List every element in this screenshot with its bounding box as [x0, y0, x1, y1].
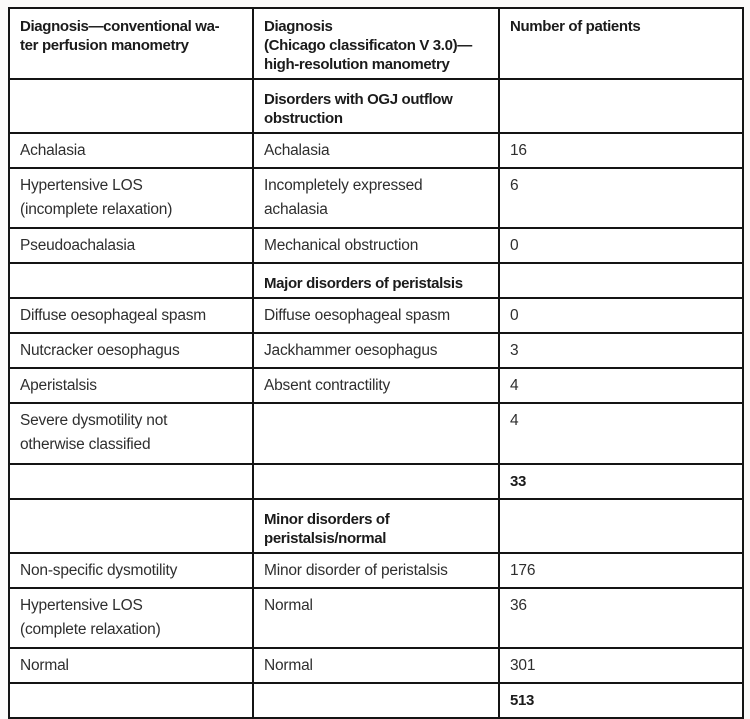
cell-conventional-diagnosis: Achalasia — [8, 132, 254, 169]
subtotal-row-major: 33 — [8, 463, 744, 500]
cell-hrm-diagnosis — [252, 402, 500, 465]
table-row-aperistalsis: Aperistalsis Absent contractility 4 — [8, 367, 744, 404]
cell-patient-count — [498, 262, 744, 299]
cell-hrm-diagnosis: Mechanical obstruction — [252, 227, 500, 264]
table-row-non-specific-dysmotility: Non-specific dysmotility Minor disorder … — [8, 552, 744, 589]
section-row-major-disorders: Major disorders of peristalsis — [8, 262, 744, 299]
cell-conventional-diagnosis: Hypertensive LOS (complete relaxation) — [8, 587, 254, 649]
table-row-normal: Normal Normal 301 — [8, 647, 744, 684]
cell-hrm-diagnosis: Achalasia — [252, 132, 500, 169]
column-header-high-resolution-manometry: Diagnosis (Chicago classificaton V 3.0)—… — [252, 7, 500, 80]
cell-hrm-diagnosis: Normal — [252, 647, 500, 684]
cell-hrm-diagnosis: Minor disorder of peristalsis — [252, 552, 500, 589]
cell-hrm-diagnosis: Normal — [252, 587, 500, 649]
cell-conventional-diagnosis: Hypertensive LOS (incomplete relaxation) — [8, 167, 254, 229]
cell-patient-count: 6 — [498, 167, 744, 229]
table-row-severe-dysmotility: Severe dysmotility not otherwise classif… — [8, 402, 744, 465]
cell-conventional-diagnosis — [8, 463, 254, 500]
cell-patient-count: 16 — [498, 132, 744, 169]
cell-conventional-diagnosis: Diffuse oesophageal spasm — [8, 297, 254, 334]
column-header-number-of-patients: Number of patients — [498, 7, 744, 80]
section-row-ogj-outflow-obstruction: Disorders with OGJ outflow obstruction — [8, 78, 744, 134]
cell-patient-count: 3 — [498, 332, 744, 369]
cell-conventional-diagnosis — [8, 262, 254, 299]
cell-patient-count: 36 — [498, 587, 744, 649]
manometry-diagnosis-table-container: Diagnosis—conventional wa- ter perfusion… — [8, 7, 744, 719]
table-row-hypertensive-los-incomplete: Hypertensive LOS (incomplete relaxation)… — [8, 167, 744, 229]
cell-hrm-diagnosis: Absent contractility — [252, 367, 500, 404]
section-header-label: Minor disorders of peristalsis/normal — [252, 498, 500, 554]
cell-patient-count: 4 — [498, 402, 744, 465]
section-row-minor-disorders: Minor disorders of peristalsis/normal — [8, 498, 744, 554]
cell-patient-count: 301 — [498, 647, 744, 684]
cell-conventional-diagnosis — [8, 498, 254, 554]
cell-patient-count — [498, 498, 744, 554]
cell-hrm-diagnosis: Jackhammer oesophagus — [252, 332, 500, 369]
cell-hrm-diagnosis — [252, 463, 500, 500]
table-row-nutcracker-oesophagus: Nutcracker oesophagus Jackhammer oesopha… — [8, 332, 744, 369]
cell-conventional-diagnosis: Aperistalsis — [8, 367, 254, 404]
cell-conventional-diagnosis: Non-specific dysmotility — [8, 552, 254, 589]
table-header-row: Diagnosis—conventional wa- ter perfusion… — [8, 7, 744, 80]
manometry-diagnosis-table: Diagnosis—conventional wa- ter perfusion… — [8, 7, 744, 719]
cell-hrm-diagnosis: Incompletely expressed achalasia — [252, 167, 500, 229]
subtotal-patient-count: 33 — [498, 463, 744, 500]
section-header-label: Disorders with OGJ outflow obstruction — [252, 78, 500, 134]
table-row-pseudoachalasia: Pseudoachalasia Mechanical obstruction 0 — [8, 227, 744, 264]
cell-conventional-diagnosis: Severe dysmotility not otherwise classif… — [8, 402, 254, 465]
cell-patient-count: 0 — [498, 297, 744, 334]
cell-patient-count — [498, 78, 744, 134]
total-row: 513 — [8, 682, 744, 719]
cell-hrm-diagnosis — [252, 682, 500, 719]
cell-patient-count: 176 — [498, 552, 744, 589]
section-header-label: Major disorders of peristalsis — [252, 262, 500, 299]
table-row-diffuse-oesophageal-spasm: Diffuse oesophageal spasm Diffuse oesoph… — [8, 297, 744, 334]
column-header-conventional-manometry: Diagnosis—conventional wa- ter perfusion… — [8, 7, 254, 80]
cell-patient-count: 0 — [498, 227, 744, 264]
cell-hrm-diagnosis: Diffuse oesophageal spasm — [252, 297, 500, 334]
cell-conventional-diagnosis — [8, 78, 254, 134]
cell-conventional-diagnosis: Pseudoachalasia — [8, 227, 254, 264]
cell-conventional-diagnosis: Nutcracker oesophagus — [8, 332, 254, 369]
cell-conventional-diagnosis — [8, 682, 254, 719]
cell-conventional-diagnosis: Normal — [8, 647, 254, 684]
table-row-hypertensive-los-complete: Hypertensive LOS (complete relaxation) N… — [8, 587, 744, 649]
table-row-achalasia: Achalasia Achalasia 16 — [8, 132, 744, 169]
total-patient-count: 513 — [498, 682, 744, 719]
cell-patient-count: 4 — [498, 367, 744, 404]
